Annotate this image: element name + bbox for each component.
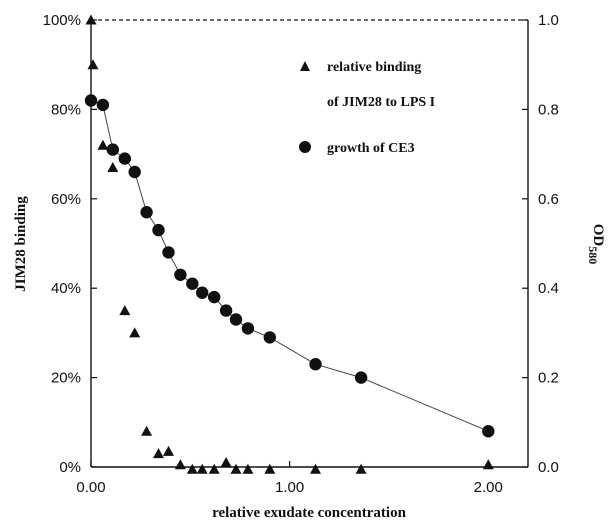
data-point-triangle — [230, 463, 242, 474]
data-point-triangle — [153, 448, 164, 459]
data-point-triangle — [87, 59, 99, 70]
series-line — [90, 100, 489, 432]
series-growth-ce3 — [84, 94, 495, 438]
y-left-tick-label: 0% — [59, 459, 81, 476]
data-point-circle — [152, 223, 165, 237]
data-point-circle — [96, 98, 110, 112]
data-point-circle — [174, 268, 187, 281]
data-point-triangle — [264, 463, 276, 474]
data-point-triangle — [163, 445, 174, 456]
legend-circle-marker — [299, 141, 311, 153]
x-tick-label: 1.00 — [275, 479, 304, 496]
data-point-triangle — [107, 162, 119, 172]
data-point-triangle — [220, 457, 232, 467]
y-right-tick-label: 1.0 — [538, 12, 559, 29]
y-left-tick-label: 80% — [51, 101, 81, 118]
y-axis-right-title-subscript: 580 — [586, 246, 600, 264]
data-point-circle — [263, 331, 276, 344]
data-point-circle — [118, 152, 131, 165]
data-point-triangle — [174, 459, 186, 470]
data-point-circle — [128, 165, 141, 179]
legend-triangle-marker — [300, 61, 310, 71]
y-left-tick-label: 20% — [51, 370, 81, 387]
data-point-triangle — [196, 463, 208, 474]
legend: relative binding of JIM28 to LPS I growt… — [299, 60, 435, 156]
legend-label-line-2: of JIM28 to LPS I — [327, 95, 435, 110]
data-point-circle — [140, 206, 153, 219]
series-layer — [84, 14, 495, 474]
x-tick-label: 2.00 — [474, 479, 503, 496]
data-point-circle — [309, 358, 322, 371]
y-axis-right-title: OD580 — [586, 224, 606, 265]
y-right-tick-label: 0.2 — [538, 370, 559, 387]
x-axis-title: relative exudate concentration — [212, 505, 407, 521]
data-point-triangle — [141, 425, 153, 436]
y-axis-right-title-main: OD — [590, 224, 606, 247]
data-point-circle — [241, 322, 255, 335]
data-point-triangle — [85, 14, 97, 25]
data-point-triangle — [310, 463, 321, 474]
data-point-circle — [196, 286, 209, 299]
data-point-circle — [186, 277, 199, 290]
y-right-tick-label: 0.6 — [538, 191, 559, 208]
series-jim28-binding — [85, 14, 494, 474]
data-point-circle — [229, 313, 243, 326]
y-left-tick-label: 60% — [51, 191, 81, 208]
data-point-circle — [219, 304, 233, 317]
data-point-circle — [208, 290, 221, 304]
data-point-triangle — [482, 459, 494, 470]
y-left-tick-label: 40% — [51, 280, 81, 297]
y-right-tick-label: 0.4 — [538, 280, 559, 297]
data-point-triangle — [119, 305, 131, 316]
data-point-circle — [482, 425, 495, 438]
data-point-circle — [84, 94, 98, 107]
y-axis-left-title: JIM28 binding — [13, 196, 29, 292]
data-point-triangle — [355, 463, 367, 474]
data-point-triangle — [186, 463, 198, 474]
data-point-triangle — [129, 327, 141, 338]
ticks-layer: 0.00 1.00 2.00 0% 20% 40% 60% 80% 100% 0.0 0.2 0.4 0… — [43, 12, 559, 496]
data-point-triangle — [208, 463, 220, 474]
legend-label-line-3: growth of CE3 — [327, 141, 415, 156]
data-point-triangle — [97, 139, 109, 150]
legend-label-line-1: relative binding — [327, 60, 421, 75]
y-right-tick-label: 0.0 — [538, 459, 559, 476]
data-point-circle — [162, 246, 175, 259]
plot-frame — [90, 19, 529, 468]
data-point-circle — [106, 143, 120, 156]
y-left-tick-label: 100% — [43, 12, 81, 29]
data-point-triangle — [242, 463, 254, 474]
data-point-circle — [354, 371, 368, 384]
y-right-tick-label: 0.8 — [538, 101, 559, 118]
x-tick-label: 0.00 — [76, 479, 105, 496]
